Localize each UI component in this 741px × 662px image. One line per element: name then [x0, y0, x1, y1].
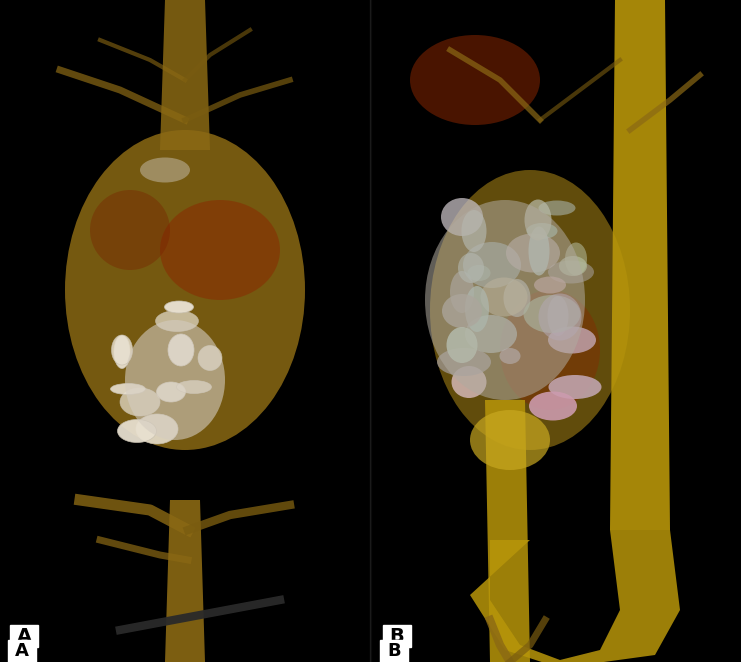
- Ellipse shape: [534, 277, 566, 293]
- Ellipse shape: [523, 295, 580, 333]
- Polygon shape: [0, 0, 370, 662]
- Ellipse shape: [425, 200, 585, 400]
- FancyBboxPatch shape: [10, 625, 38, 647]
- Ellipse shape: [470, 410, 550, 470]
- Ellipse shape: [565, 242, 587, 275]
- Polygon shape: [165, 500, 205, 662]
- Ellipse shape: [136, 414, 178, 444]
- Ellipse shape: [168, 334, 194, 366]
- FancyBboxPatch shape: [8, 640, 36, 662]
- Ellipse shape: [525, 199, 551, 240]
- Ellipse shape: [539, 201, 576, 216]
- Ellipse shape: [447, 327, 477, 363]
- Ellipse shape: [548, 375, 602, 399]
- Ellipse shape: [528, 226, 550, 275]
- Ellipse shape: [539, 293, 582, 340]
- Ellipse shape: [111, 335, 133, 365]
- Ellipse shape: [120, 388, 160, 416]
- Ellipse shape: [480, 277, 528, 316]
- Ellipse shape: [500, 290, 600, 410]
- Ellipse shape: [125, 320, 225, 440]
- Ellipse shape: [506, 234, 560, 273]
- Text: B: B: [388, 642, 401, 660]
- Ellipse shape: [462, 210, 487, 252]
- Ellipse shape: [548, 296, 568, 336]
- Ellipse shape: [118, 420, 156, 442]
- FancyBboxPatch shape: [383, 625, 411, 647]
- Polygon shape: [370, 0, 741, 662]
- Ellipse shape: [430, 170, 630, 450]
- Ellipse shape: [114, 336, 130, 369]
- Polygon shape: [610, 0, 670, 530]
- Ellipse shape: [527, 223, 557, 239]
- Ellipse shape: [176, 381, 211, 393]
- Ellipse shape: [110, 383, 145, 395]
- Polygon shape: [160, 0, 210, 150]
- Ellipse shape: [156, 310, 199, 332]
- Ellipse shape: [548, 261, 594, 283]
- Polygon shape: [470, 530, 680, 662]
- Ellipse shape: [503, 279, 531, 317]
- Ellipse shape: [442, 294, 482, 328]
- FancyBboxPatch shape: [380, 640, 408, 662]
- Ellipse shape: [468, 265, 491, 281]
- Ellipse shape: [156, 382, 185, 402]
- Ellipse shape: [140, 158, 190, 183]
- Ellipse shape: [499, 348, 520, 364]
- Ellipse shape: [437, 348, 491, 376]
- Ellipse shape: [465, 286, 489, 332]
- Ellipse shape: [160, 200, 280, 300]
- Text: A: A: [15, 642, 29, 660]
- Ellipse shape: [450, 271, 474, 313]
- Ellipse shape: [198, 346, 222, 371]
- Ellipse shape: [559, 256, 587, 276]
- Polygon shape: [485, 400, 530, 662]
- Ellipse shape: [441, 198, 483, 236]
- Ellipse shape: [463, 242, 521, 288]
- Ellipse shape: [165, 301, 193, 313]
- Ellipse shape: [90, 190, 170, 270]
- Text: A: A: [16, 626, 32, 645]
- Ellipse shape: [458, 253, 484, 283]
- Ellipse shape: [548, 326, 596, 354]
- Ellipse shape: [410, 35, 540, 125]
- Ellipse shape: [465, 315, 517, 353]
- Ellipse shape: [529, 391, 577, 420]
- Text: B: B: [390, 626, 405, 645]
- Ellipse shape: [65, 130, 305, 450]
- Ellipse shape: [451, 366, 487, 398]
